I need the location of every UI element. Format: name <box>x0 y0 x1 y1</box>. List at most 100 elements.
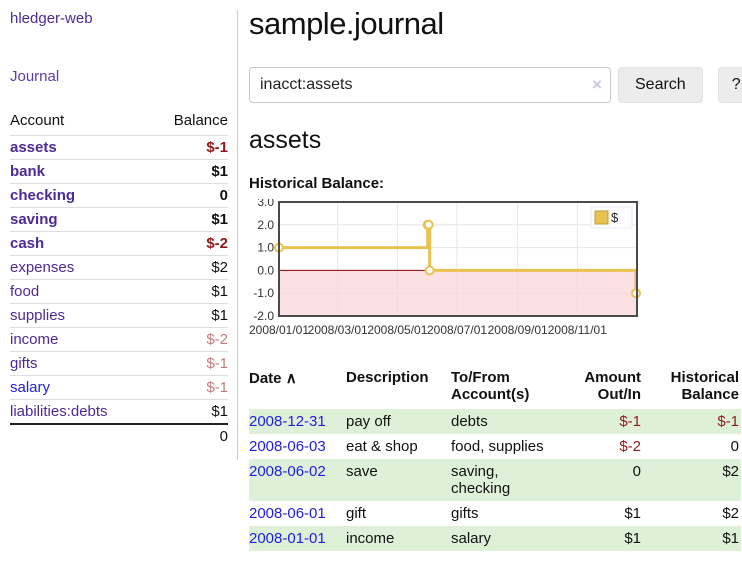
accounts-total-balance: 0 <box>150 423 228 448</box>
transaction-amount: 0 <box>559 459 643 501</box>
account-row: food $1 <box>10 279 228 304</box>
nav-journal-link[interactable]: Journal <box>10 68 60 85</box>
accounts-header-account: Account <box>10 112 65 129</box>
account-balance: $1 <box>150 399 228 424</box>
account-link-assets[interactable]: assets <box>10 139 57 156</box>
account-link-expenses[interactable]: expenses <box>10 259 75 276</box>
svg-text:2008/03/01: 2008/03/01 <box>308 323 368 337</box>
svg-text:-1.0: -1.0 <box>253 286 274 300</box>
account-link-income[interactable]: income <box>10 331 59 348</box>
search-form: × Search ? <box>249 67 742 103</box>
accounts-header-balance: Balance <box>173 112 228 129</box>
transaction-amount: $1 <box>559 526 643 551</box>
transaction-balance: $2 <box>722 505 739 522</box>
total-spacer <box>10 423 151 448</box>
account-balance: $-1 <box>150 351 228 376</box>
account-link-saving[interactable]: saving <box>10 211 58 228</box>
svg-text:2008/09/01: 2008/09/01 <box>488 323 548 337</box>
transaction-accounts: salary <box>451 526 559 551</box>
search-input[interactable] <box>249 67 611 103</box>
svg-text:2008/11/01: 2008/11/01 <box>548 323 607 337</box>
register-header-balance: Historical Balance <box>670 369 739 403</box>
app-window: hledger-web Journal Account Balance asse… <box>0 0 742 551</box>
svg-text:0.0: 0.0 <box>257 263 274 277</box>
register-row: 2008-06-03 eat & shop food, supplies $-2 0 <box>249 434 741 459</box>
account-link-gifts[interactable]: gifts <box>10 355 38 372</box>
svg-text:2008/07/01: 2008/07/01 <box>427 323 487 337</box>
account-heading: assets <box>249 126 322 154</box>
account-row: assets $-1 <box>10 135 228 160</box>
account-balance: 0 <box>150 183 228 208</box>
register-header-row: Date ∧ Description To/From Account(s) Am… <box>249 367 741 409</box>
account-balance: $1 <box>150 159 228 184</box>
account-row: gifts $-1 <box>10 351 228 376</box>
transaction-amount: $1 <box>624 505 641 522</box>
sidebar: hledger-web Journal Account Balance asse… <box>0 0 238 551</box>
account-row: cash $-2 <box>10 231 228 256</box>
svg-text:2008/05/01: 2008/05/01 <box>367 323 427 337</box>
search-button[interactable]: Search <box>618 67 703 103</box>
register-table: Date ∧ Description To/From Account(s) Am… <box>249 367 741 551</box>
account-balance: $-1 <box>150 375 228 400</box>
svg-text:3.0: 3.0 <box>257 199 274 209</box>
transaction-date-link[interactable]: 2008-12-31 <box>249 413 326 430</box>
transaction-balance: $2 <box>643 459 741 501</box>
sidebar-content: hledger-web Journal Account Balance asse… <box>10 10 238 460</box>
svg-text:1.0: 1.0 <box>257 241 274 255</box>
transaction-date-link[interactable]: 2008-06-03 <box>249 438 326 455</box>
account-row: saving $1 <box>10 207 228 232</box>
transaction-date-link[interactable]: 2008-06-02 <box>249 463 326 480</box>
transaction-balance: 0 <box>730 438 739 455</box>
accounts-total-row: 0 <box>10 423 228 448</box>
register-row: 2008-06-02 save saving, checking 0 $2 <box>249 459 741 501</box>
svg-text:2008/01/01: 2008/01/01 <box>249 323 309 337</box>
transaction-amount: $-2 <box>619 438 641 455</box>
sort-ascending-icon: ∧ <box>285 370 297 387</box>
account-balance: $-1 <box>150 135 228 160</box>
transaction-accounts: food, supplies <box>451 438 544 455</box>
transaction-description: income <box>346 526 451 551</box>
account-balance: $-2 <box>150 231 228 256</box>
page-title: sample.journal <box>249 6 444 41</box>
register-row: 2008-06-01 gift gifts $1 $2 <box>249 501 741 526</box>
register-row: 2008-01-01 income salary $1 $1 <box>249 526 741 551</box>
register-header-accounts: To/From Account(s) <box>451 369 530 403</box>
svg-text:-2.0: -2.0 <box>253 309 274 323</box>
account-balance: $1 <box>150 279 228 304</box>
account-row: bank $1 <box>10 159 228 184</box>
svg-text:$: $ <box>611 210 619 225</box>
transaction-amount: $-1 <box>559 409 643 434</box>
sidebar-nav: Journal <box>10 68 228 86</box>
account-row: expenses $2 <box>10 255 228 280</box>
account-row: income $-2 <box>10 327 228 352</box>
register-header-date[interactable]: Date ∧ <box>249 370 297 387</box>
app-title-link[interactable]: hledger-web <box>10 10 93 27</box>
clear-search-icon[interactable]: × <box>592 75 602 94</box>
historical-balance-chart: 3.0 2.0 1.0 0.0 -1.0 -2.0 2008/01/01 2008/03/01… <box>249 195 742 346</box>
account-link-checking[interactable]: checking <box>10 187 76 204</box>
register-header-description: Description <box>346 369 429 386</box>
account-link-liabilities-debts[interactable]: liabilities:debts <box>10 403 108 420</box>
transaction-description: eat & shop <box>346 438 418 455</box>
transaction-balance: $1 <box>643 526 741 551</box>
account-link-cash[interactable]: cash <box>10 235 45 252</box>
transaction-balance: $-1 <box>643 409 741 434</box>
transaction-description: pay off <box>346 409 451 434</box>
account-link-supplies[interactable]: supplies <box>10 307 66 324</box>
accounts-header-row: Account Balance <box>10 108 228 136</box>
main-content: sample.journal × Search ? assets Histori… <box>238 0 742 551</box>
account-link-food[interactable]: food <box>10 283 40 300</box>
account-link-salary[interactable]: salary <box>10 379 51 396</box>
transaction-date-link[interactable]: 2008-06-01 <box>249 505 326 522</box>
register-row: 2008-12-31 pay off debts $-1 $-1 <box>249 409 741 434</box>
transaction-description: save <box>346 459 451 501</box>
account-balance: $1 <box>150 207 228 232</box>
chart-title: Historical Balance: <box>249 175 385 192</box>
account-row: checking 0 <box>10 183 228 208</box>
account-row: salary $-1 <box>10 375 228 400</box>
account-link-bank[interactable]: bank <box>10 163 46 180</box>
transaction-date-link[interactable]: 2008-01-01 <box>249 530 326 547</box>
help-button[interactable]: ? <box>717 67 742 103</box>
register-header-amount: Amount Out/In <box>584 369 641 403</box>
chart-canvas: 3.0 2.0 1.0 0.0 -1.0 -2.02008/01/012008/03/01… <box>249 195 642 337</box>
